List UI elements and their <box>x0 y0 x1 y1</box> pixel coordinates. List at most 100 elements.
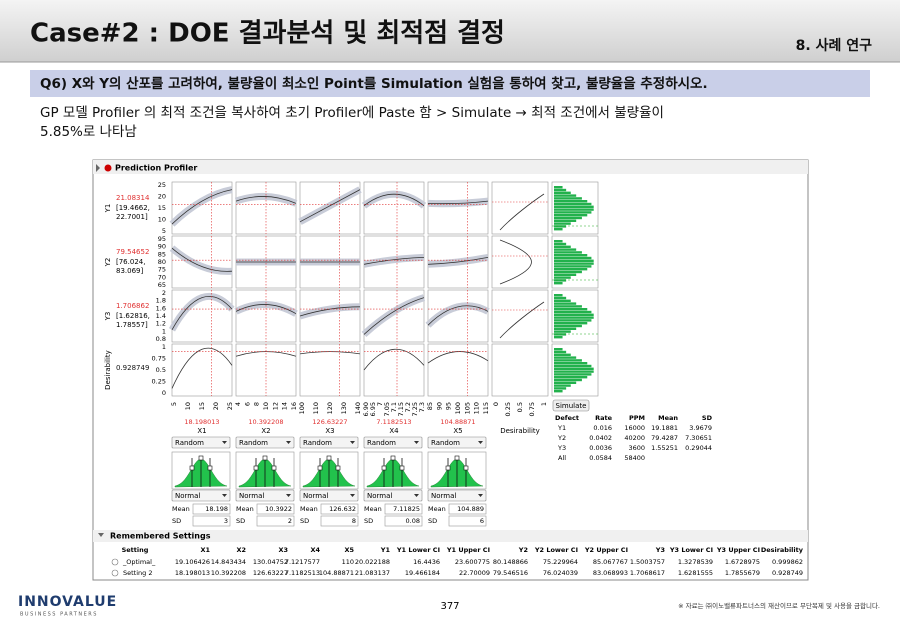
simulation-histogram-bar <box>554 376 588 379</box>
y-tick-label: 25 <box>158 181 166 189</box>
mean-input[interactable] <box>384 503 423 515</box>
defect-cell: 3600 <box>628 444 645 452</box>
profile-curve <box>171 247 233 272</box>
handle-box[interactable] <box>198 455 204 461</box>
profile-curve <box>427 257 489 265</box>
settings-header: Y3 <box>655 546 665 554</box>
shape-dropdown[interactable] <box>427 489 487 502</box>
distribution-dropdown[interactable] <box>235 436 295 449</box>
shape-dropdown[interactable] <box>363 489 423 502</box>
simulation-histogram-bar <box>554 228 563 231</box>
x-tick-label: 7.15 <box>397 402 405 416</box>
handle-box[interactable] <box>445 465 451 471</box>
x-tick-label: 0.25 <box>504 402 512 416</box>
sd-input[interactable] <box>256 515 295 527</box>
profile-cell <box>427 343 489 397</box>
sd-input[interactable] <box>320 515 359 527</box>
shape-dropdown[interactable] <box>235 489 295 502</box>
x-tick-label: 85 <box>426 402 434 410</box>
defect-header: Defect <box>555 414 579 422</box>
profile-cell <box>427 181 489 235</box>
defect-cell: 0.29044 <box>685 444 712 452</box>
distribution-dropdown[interactable] <box>427 436 487 449</box>
handle-box[interactable] <box>326 455 332 461</box>
dropdown-arrow <box>478 494 483 497</box>
handle-box[interactable] <box>207 465 213 471</box>
dropdown-arrow <box>414 441 419 444</box>
shape-dropdown[interactable] <box>171 489 231 502</box>
settings-header: Y2 <box>518 546 528 554</box>
settings-cell: 23.600775 <box>455 558 490 566</box>
x-tick-label: 25 <box>226 402 234 410</box>
defect-cell: 79.4287 <box>651 434 678 442</box>
shape-value: Normal <box>303 492 328 500</box>
handle-box[interactable] <box>271 465 277 471</box>
x-tick-label: 10 <box>262 402 270 410</box>
description: GP 모델 Profiler 의 최적 조건을 복사하여 초기 Profiler… <box>40 105 664 121</box>
profile-curve <box>171 189 233 225</box>
x-tick-label: 120 <box>326 402 334 414</box>
mean-label: Mean <box>172 505 190 513</box>
y-tick-label: 95 <box>158 235 166 243</box>
mean-value: 18.198 <box>205 505 228 513</box>
response-name: Desirability <box>104 350 112 390</box>
handle-box[interactable] <box>189 465 195 471</box>
mean-value: 104.889 <box>457 505 484 513</box>
factor-value: 126.63227 <box>312 418 347 426</box>
x-tick-label: 7 <box>376 402 384 406</box>
defect-cell: 19.1881 <box>651 424 678 432</box>
menu-button[interactable] <box>104 164 112 172</box>
disclosure[interactable] <box>98 533 104 537</box>
distribution-dropdown[interactable] <box>363 436 423 449</box>
mean-input[interactable] <box>320 503 359 515</box>
simulation-histogram-bar <box>554 219 577 222</box>
handle-box[interactable] <box>317 465 323 471</box>
setting-radio[interactable] <box>111 558 119 566</box>
simulate-button[interactable] <box>552 399 590 412</box>
sd-label: SD <box>300 517 309 525</box>
x-tick-label: 7.2 <box>404 402 412 412</box>
simulation-histogram-bar <box>554 305 582 308</box>
mean-input[interactable] <box>192 503 231 515</box>
handle-box[interactable] <box>390 455 396 461</box>
settings-cell: 7.1182513 <box>285 569 320 577</box>
remembered-title: Remembered Settings <box>110 532 211 541</box>
handle-box[interactable] <box>253 465 259 471</box>
simulation-histogram-bar <box>554 262 594 265</box>
y-tick-label: 0 <box>162 389 166 397</box>
sd-input[interactable] <box>384 515 423 527</box>
handle-box[interactable] <box>399 465 405 471</box>
handle-box[interactable] <box>381 465 387 471</box>
x-tick-label: 4 <box>234 402 242 406</box>
distribution-dropdown[interactable] <box>171 436 231 449</box>
logo: INNOVALUE <box>18 594 117 610</box>
shape-dropdown[interactable] <box>299 489 359 502</box>
mean-input[interactable] <box>256 503 295 515</box>
mean-input[interactable] <box>448 503 487 515</box>
mean-value: 7.11825 <box>393 505 420 513</box>
disclosure[interactable] <box>96 164 100 172</box>
distribution-dropdown[interactable] <box>299 436 359 449</box>
defect-cell: 58400 <box>624 454 645 462</box>
handle-box[interactable] <box>463 465 469 471</box>
dropdown-arrow <box>350 441 355 444</box>
simulation-histogram-bar <box>554 308 588 311</box>
sd-input[interactable] <box>192 515 231 527</box>
sd-input[interactable] <box>448 515 487 527</box>
x-tick-label: 6.90 <box>362 402 370 416</box>
handle-box[interactable] <box>335 465 341 471</box>
section: 8. 사례 연구 <box>796 38 872 54</box>
setting-radio[interactable] <box>111 569 119 577</box>
handle-box[interactable] <box>262 455 268 461</box>
handle-box[interactable] <box>454 455 460 461</box>
factor-name: X3 <box>325 427 334 435</box>
settings-header: X3 <box>278 546 288 554</box>
desirability-curve <box>499 301 545 339</box>
response-name: Y2 <box>104 258 112 268</box>
settings-cell: 22.70009 <box>459 569 490 577</box>
settings-cell: 19.106426 <box>175 558 210 566</box>
simulation-histogram-bar <box>554 197 582 200</box>
profile-cell <box>491 289 549 343</box>
dropdown-arrow <box>286 494 291 497</box>
